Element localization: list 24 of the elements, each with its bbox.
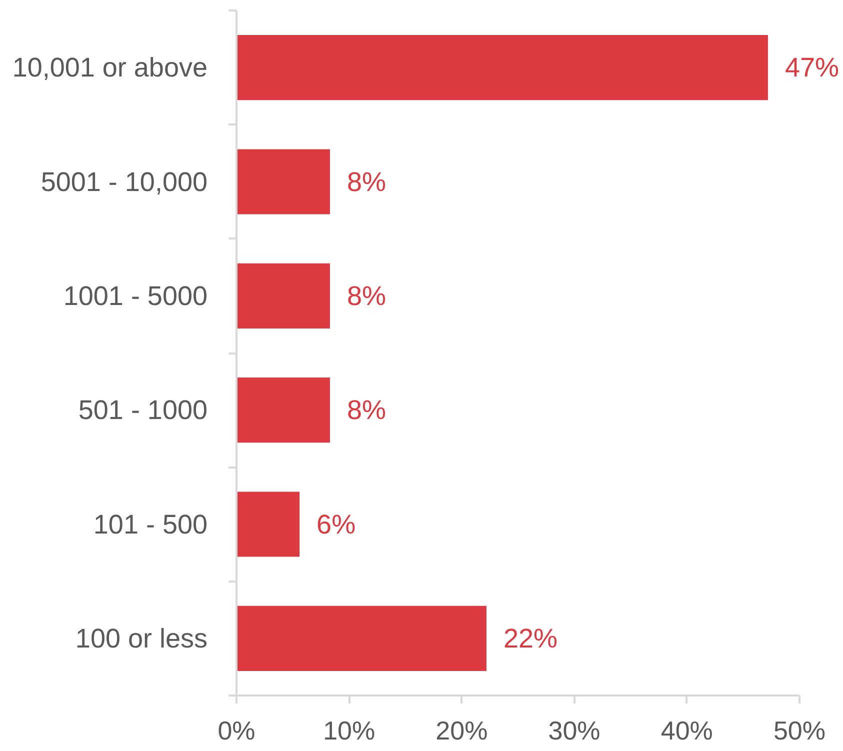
x-tick-label: 50% bbox=[773, 716, 826, 746]
x-tick-label: 40% bbox=[660, 716, 713, 746]
data-label: 6% bbox=[316, 509, 356, 540]
x-tick-label: 0% bbox=[218, 716, 256, 746]
data-label: 22% bbox=[503, 623, 558, 654]
bar bbox=[236, 149, 330, 214]
data-label: 8% bbox=[346, 166, 386, 197]
x-tick-label: 10% bbox=[323, 716, 376, 746]
y-tick-label: 1001 - 5000 bbox=[63, 280, 208, 311]
bar bbox=[236, 606, 486, 671]
bar bbox=[236, 378, 330, 443]
y-tick-label: 10,001 or above bbox=[12, 52, 208, 83]
data-label: 8% bbox=[346, 395, 386, 426]
y-tick-label: 5001 - 10,000 bbox=[40, 166, 208, 197]
bar bbox=[236, 492, 300, 557]
bar bbox=[236, 263, 330, 328]
data-label: 8% bbox=[346, 280, 386, 311]
y-tick-label: 100 or less bbox=[75, 623, 208, 654]
x-tick-label: 30% bbox=[548, 716, 600, 746]
x-tick-label: 20% bbox=[436, 716, 488, 746]
bar bbox=[236, 35, 768, 100]
data-label: 47% bbox=[784, 52, 840, 83]
y-tick-label: 101 - 500 bbox=[93, 509, 208, 540]
y-tick-label: 501 - 1000 bbox=[78, 395, 208, 426]
